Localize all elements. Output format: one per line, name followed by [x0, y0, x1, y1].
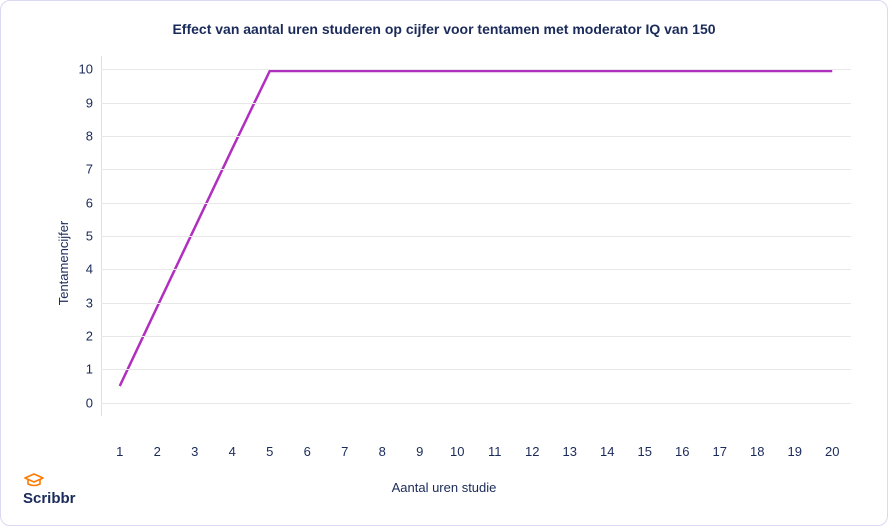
x-tick-label: 4 — [229, 444, 236, 459]
scribbr-icon — [23, 472, 45, 488]
brand-logo: Scribbr — [23, 472, 76, 507]
gridline — [101, 236, 851, 237]
chart-card: Effect van aantal uren studeren op cijfe… — [0, 0, 888, 526]
plot-area: 0123456789101234567891011121314151617181… — [101, 56, 851, 416]
x-tick-label: 5 — [266, 444, 273, 459]
x-tick-label: 3 — [191, 444, 198, 459]
gridline — [101, 303, 851, 304]
x-tick-label: 17 — [713, 444, 727, 459]
y-tick-label: 1 — [63, 362, 93, 377]
x-tick-label: 19 — [788, 444, 802, 459]
x-tick-label: 9 — [416, 444, 423, 459]
gridline — [101, 169, 851, 170]
y-tick-label: 3 — [63, 295, 93, 310]
y-tick-label: 9 — [63, 95, 93, 110]
x-tick-label: 7 — [341, 444, 348, 459]
gridline — [101, 336, 851, 337]
x-tick-label: 1 — [116, 444, 123, 459]
y-tick-label: 10 — [63, 62, 93, 77]
chart-title: Effect van aantal uren studeren op cijfe… — [1, 21, 887, 37]
y-tick-label: 0 — [63, 395, 93, 410]
x-tick-label: 14 — [600, 444, 614, 459]
y-tick-label: 6 — [63, 195, 93, 210]
chart-title-suffix: 150 — [692, 21, 715, 37]
gridline — [101, 403, 851, 404]
y-tick-label: 4 — [63, 262, 93, 277]
y-tick-label: 7 — [63, 162, 93, 177]
x-tick-label: 8 — [379, 444, 386, 459]
x-tick-label: 12 — [525, 444, 539, 459]
y-tick-label: 2 — [63, 329, 93, 344]
x-tick-label: 6 — [304, 444, 311, 459]
x-tick-label: 15 — [638, 444, 652, 459]
x-tick-label: 11 — [488, 444, 502, 459]
y-tick-label: 8 — [63, 129, 93, 144]
x-tick-label: 13 — [563, 444, 577, 459]
x-tick-label: 20 — [825, 444, 839, 459]
gridline — [101, 69, 851, 70]
y-tick-label: 5 — [63, 229, 93, 244]
x-tick-label: 16 — [675, 444, 689, 459]
gridline — [101, 369, 851, 370]
x-tick-label: 2 — [154, 444, 161, 459]
gridline — [101, 269, 851, 270]
gridline — [101, 203, 851, 204]
gridline — [101, 103, 851, 104]
gridline — [101, 136, 851, 137]
brand-logo-text: Scribbr — [23, 490, 76, 507]
x-tick-label: 10 — [450, 444, 464, 459]
x-axis-label: Aantal uren studie — [1, 480, 887, 495]
chart-title-prefix: Effect van aantal uren studeren op cijfe… — [172, 21, 692, 37]
x-tick-label: 18 — [750, 444, 764, 459]
